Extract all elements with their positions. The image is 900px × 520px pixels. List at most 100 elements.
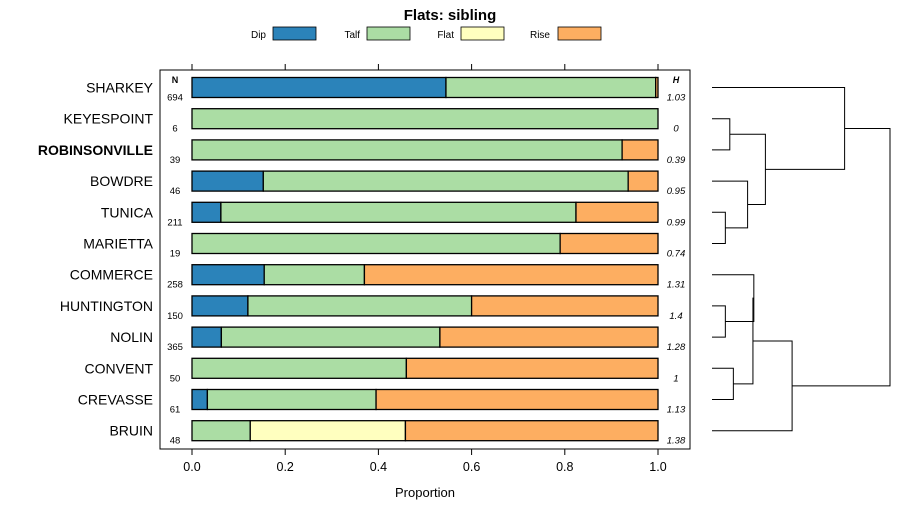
x-tick-label-0-0: 0.0 [183,460,200,474]
n-label-huntington: 150 [167,311,183,322]
legend-item-rise: Rise [530,26,602,41]
bar-segment-huntington-dip [191,295,249,317]
bar-row-crevasse [191,388,659,411]
dendrogram-branch-n8 [712,367,734,400]
bar-segment-tunica-dip [191,201,222,223]
dendrogram-branch-n3 [712,180,749,229]
row-label-bruin: BRUIN [109,423,153,439]
bar-segment-bruin-rise [404,420,659,442]
bar-segment-huntington-talf [247,295,473,317]
bar-row-keyespoint [191,108,659,130]
bar-segment-sharkey-dip [191,76,447,99]
dendrogram-branch-n10 [712,340,793,432]
h-label-crevasse: 1.13 [667,405,686,416]
row-label-commerce: COMMERCE [70,267,153,283]
bar-segment-sharkey-rise [655,76,659,99]
n-label-nolin: 365 [167,342,183,353]
dendrogram-branch-n9 [733,297,754,385]
legend-item-dip: Dip [251,26,317,41]
n-labels: 694 6 39 46 211 19 258 150 365 50 61 48 [167,93,183,447]
bar-row-robinsonville [191,139,659,161]
bar-row-huntington [191,295,659,317]
n-label-robinsonville: 39 [170,155,181,166]
h-label-sharkey: 1.03 [667,93,686,104]
bar-segment-keyespoint-talf [191,108,659,130]
legend-item-talf: Talf [344,26,411,41]
h-labels: 1.03 0 0.39 0.95 0.99 0.74 1.31 1.4 1.28 1 1.13 1.3… [667,93,686,447]
row-label-nolin: NOLIN [110,329,153,345]
x-axis-label: Proportion [395,485,455,500]
bar-row-bowdre [191,170,659,192]
dendrogram-branch-n7 [712,274,755,322]
bar-segment-nolin-dip [191,326,223,348]
row-labels: SHARKEY KEYESPOINT ROBINSONVILLE BOWDRE TUNI… [38,80,154,439]
x-tick-label-1-0: 1.0 [649,460,666,474]
plot-frame [159,69,691,450]
x-tick-label-0-6: 0.6 [463,460,480,474]
row-label-sharkey: SHARKEY [86,80,154,96]
h-label-keyespoint: 0 [673,124,679,135]
h-label-robinsonville: 0.39 [667,155,686,166]
h-label-nolin: 1.28 [667,342,686,353]
h-label-bowdre: 0.95 [667,186,686,197]
legend-label-flat: Flat [437,30,454,41]
h-label-convent: 1 [673,373,678,384]
bar-segment-tunica-rise [575,201,659,223]
h-label-commerce: 1.31 [667,280,686,291]
h-column-header: H [673,75,680,85]
n-label-commerce: 258 [167,280,183,291]
legend-swatch-talf [366,26,411,41]
h-label-tunica: 0.99 [667,217,686,228]
dendrogram-branch-n1 [712,118,731,151]
h-label-bruin: 1.38 [667,436,686,447]
n-label-convent: 50 [170,373,181,384]
x-tick-label-0-2: 0.2 [277,460,294,474]
n-label-tunica: 211 [167,217,182,228]
bar-segment-bruin-talf [191,420,251,442]
bar-segment-bruin-flat [249,420,407,442]
bar-row-nolin [191,326,659,348]
h-label-marietta: 0.74 [667,249,686,260]
row-label-bowdre: BOWDRE [90,173,153,189]
x-axis: 0.0 0.2 0.4 0.6 0.8 1.0 [183,64,667,474]
bar-segment-marietta-rise [559,232,659,255]
bar-segment-bowdre-talf [262,170,629,192]
dendrogram-branch-n6 [712,305,726,338]
n-label-crevasse: 61 [170,405,181,416]
n-label-marietta: 19 [170,249,181,260]
bar-row-tunica [191,201,659,223]
bar-segment-bowdre-rise [627,170,659,192]
legend-label-rise: Rise [530,30,550,41]
bar-area [191,76,659,442]
bar-row-commerce [191,264,659,286]
n-label-bowdre: 46 [170,186,181,197]
bar-row-marietta [191,232,659,255]
bar-segment-bowdre-dip [191,170,264,192]
x-tick-label-0-8: 0.8 [556,460,573,474]
bar-segment-convent-talf [191,357,408,379]
row-label-crevasse: CREVASSE [78,392,153,408]
dendrogram-branch-n2 [712,211,726,244]
dendrogram-branch-n5 [712,87,846,170]
bar-segment-crevasse-dip [191,388,209,411]
row-label-tunica: TUNICA [101,204,154,220]
bar-segment-marietta-talf [191,232,561,255]
bar-segment-nolin-rise [439,326,659,348]
dendrogram-branch-n11 [792,127,891,387]
row-label-marietta: MARIETTA [83,236,153,252]
bar-row-convent [191,357,659,379]
legend-item-flat: Flat [437,26,505,41]
legend-swatch-dip [272,26,317,41]
n-label-sharkey: 694 [167,93,183,104]
bar-segment-tunica-talf [220,201,577,223]
x-tick-label-0-4: 0.4 [370,460,387,474]
bar-segment-sharkey-talf [445,76,657,99]
n-label-bruin: 48 [170,436,181,447]
bar-segment-huntington-rise [470,295,659,317]
legend: Dip Talf Flat Rise [251,26,602,41]
bar-segment-commerce-dip [191,264,265,286]
dendrogram [712,87,891,432]
bar-segment-robinsonville-rise [621,139,659,161]
row-label-robinsonville: ROBINSONVILLE [38,142,153,158]
